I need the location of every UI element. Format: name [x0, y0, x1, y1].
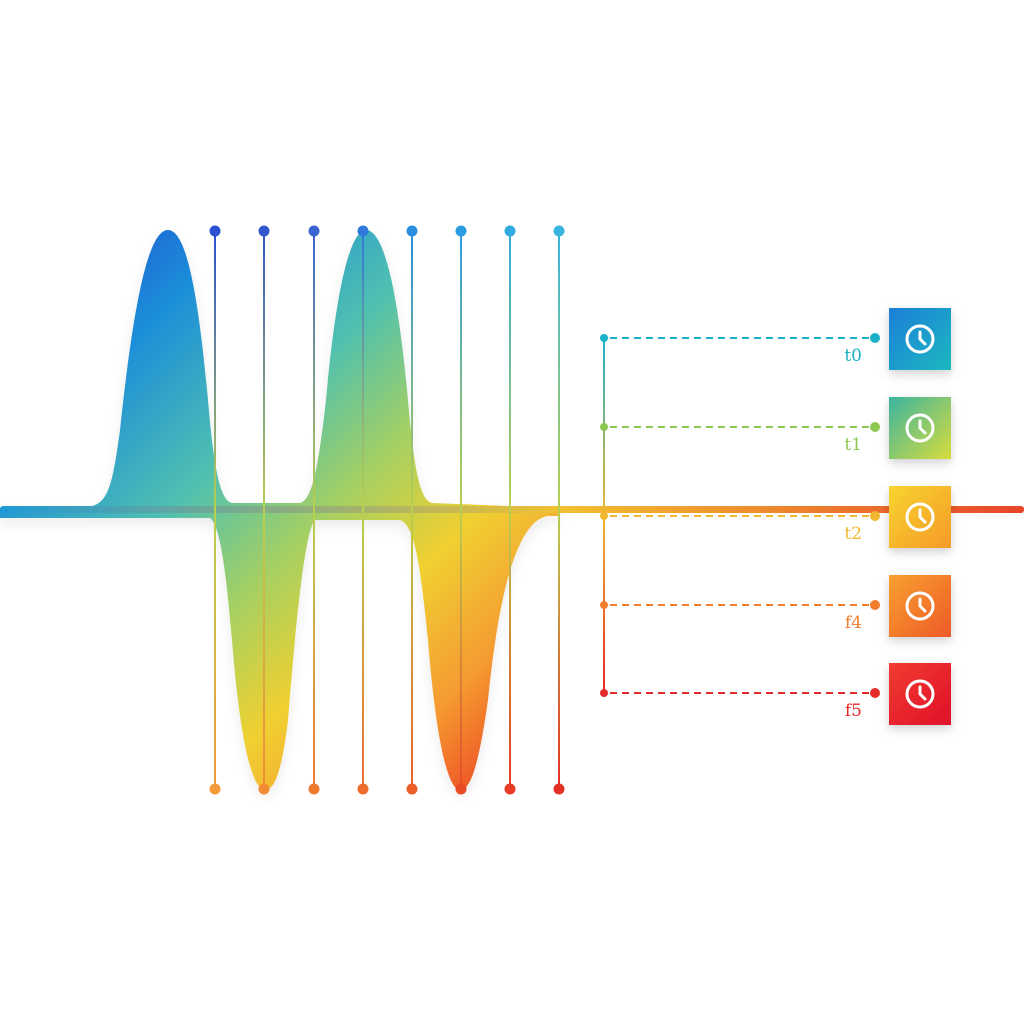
sample-line	[308, 225, 320, 795]
row-start-dot	[600, 423, 608, 431]
timestamp-label: f5	[845, 701, 862, 721]
baseline	[0, 506, 1024, 513]
sample-line	[406, 225, 418, 795]
row-end-dot	[870, 333, 880, 343]
sample-bottom-dot	[258, 783, 270, 795]
sample-line	[553, 225, 565, 795]
clock-icon	[905, 324, 935, 354]
timestamp-list: t0 t1 t2 f4 f5	[600, 308, 951, 725]
sample-line	[209, 225, 221, 795]
sample-lines	[209, 225, 565, 795]
clock-icon	[905, 502, 935, 532]
timestamp-row: t1	[600, 397, 951, 459]
sample-bottom-dot	[209, 783, 221, 795]
sample-bottom-dot	[357, 783, 369, 795]
sample-top-dot	[553, 225, 565, 237]
sample-top-dot	[504, 225, 516, 237]
timestamp-label: t1	[844, 435, 862, 455]
timestamp-box[interactable]	[889, 486, 951, 548]
sample-line-stroke	[313, 231, 315, 789]
clock-icon	[905, 413, 935, 443]
sample-line	[455, 225, 467, 795]
timestamp-label: t0	[844, 346, 862, 366]
timestamp-label: f4	[845, 613, 862, 633]
sample-line	[357, 225, 369, 795]
sample-bottom-dot	[406, 783, 418, 795]
timestamp-row: f4	[600, 575, 951, 637]
sample-top-dot	[258, 225, 270, 237]
timestamp-box[interactable]	[889, 397, 951, 459]
sample-line-stroke	[509, 231, 511, 789]
sample-top-dot	[209, 225, 221, 237]
sample-line	[504, 225, 516, 795]
sample-line	[258, 225, 270, 795]
row-end-dot	[870, 511, 880, 521]
clock-icon	[905, 591, 935, 621]
row-start-dot	[600, 334, 608, 342]
sample-top-dot	[357, 225, 369, 237]
sample-bottom-dot	[455, 783, 467, 795]
row-start-dot	[600, 601, 608, 609]
timestamp-box[interactable]	[889, 575, 951, 637]
clock-icon	[905, 679, 935, 709]
timestamp-label: t2	[844, 524, 862, 544]
row-start-dot	[600, 512, 608, 520]
sample-bottom-dot	[308, 783, 320, 795]
sample-line-stroke	[362, 231, 364, 789]
timestamp-row: f5	[600, 663, 951, 725]
sample-line-stroke	[460, 231, 462, 789]
sample-line-stroke	[558, 231, 560, 789]
sample-line-stroke	[411, 231, 413, 789]
row-end-dot	[870, 422, 880, 432]
row-end-dot	[870, 688, 880, 698]
sample-line-stroke	[263, 231, 265, 789]
sample-top-dot	[308, 225, 320, 237]
sample-top-dot	[406, 225, 418, 237]
sample-bottom-dot	[504, 783, 516, 795]
timestamp-box[interactable]	[889, 663, 951, 725]
sample-top-dot	[455, 225, 467, 237]
timestamp-box[interactable]	[889, 308, 951, 370]
sample-line-stroke	[214, 231, 216, 789]
sample-bottom-dot	[553, 783, 565, 795]
row-start-dot	[600, 689, 608, 697]
timestamp-row: t0	[600, 308, 951, 370]
timestamp-row: t2	[600, 486, 951, 548]
row-end-dot	[870, 600, 880, 610]
